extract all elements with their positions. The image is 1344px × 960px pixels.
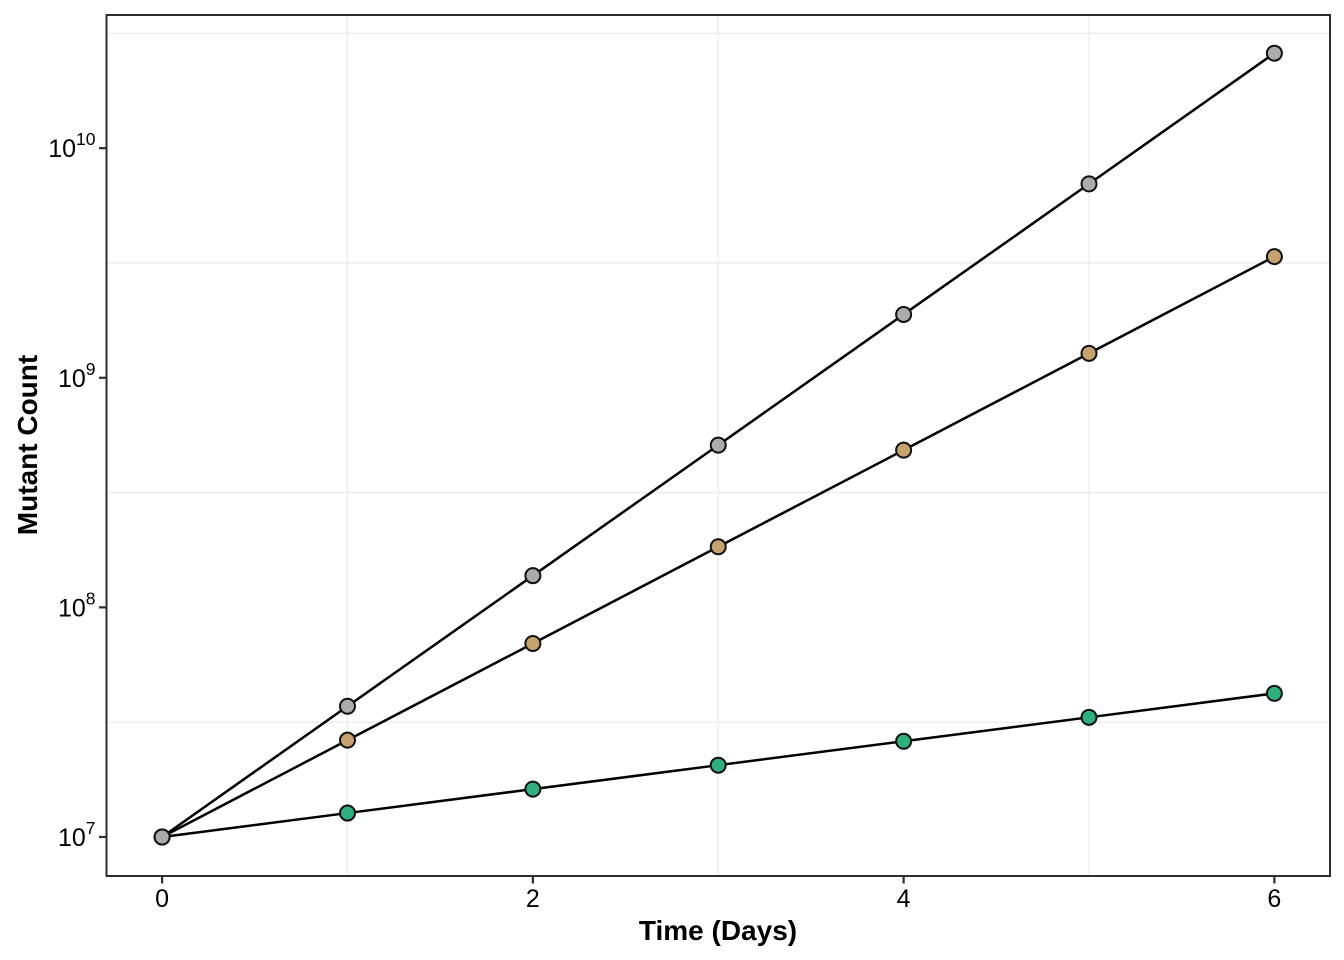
series-green-point-day-6 bbox=[1265, 684, 1283, 702]
axis-ticks bbox=[99, 147, 1276, 884]
y-tick-exponent: 10 bbox=[76, 129, 96, 149]
x-tick-label: 6 bbox=[1267, 885, 1281, 913]
panel-border bbox=[105, 14, 1331, 877]
y-tick-exponent: 8 bbox=[86, 588, 96, 608]
y-axis-title: Mutant Count bbox=[12, 355, 43, 535]
series-tan-point-day-6 bbox=[1265, 248, 1283, 266]
x-axis-title: Time (Days) bbox=[639, 915, 797, 946]
series-gray-point-day-5 bbox=[1080, 175, 1098, 193]
series-tan-point-day-2 bbox=[524, 635, 542, 653]
series-green-point-day-4 bbox=[895, 732, 913, 750]
panel-border-layer bbox=[105, 14, 1331, 877]
x-tick-label: 4 bbox=[897, 885, 911, 913]
series-gray-point-day-6 bbox=[1265, 44, 1283, 62]
x-tick-label: 2 bbox=[526, 885, 540, 913]
x-tick-label: 0 bbox=[155, 885, 169, 913]
series-green-point-day-2 bbox=[524, 780, 542, 798]
series-gray-point-day-2 bbox=[524, 567, 542, 585]
series-green-point-day-3 bbox=[709, 756, 727, 774]
series-gray-point-day-4 bbox=[895, 305, 913, 323]
series-green-point-day-5 bbox=[1080, 708, 1098, 726]
series-gray-point-day-1 bbox=[338, 697, 356, 715]
series-green-point-day-1 bbox=[338, 804, 356, 822]
series-tan-point-day-3 bbox=[709, 538, 727, 556]
series-tan-point-day-4 bbox=[895, 441, 913, 459]
y-tick-exponent: 7 bbox=[86, 818, 96, 838]
y-tick-exponent: 9 bbox=[86, 359, 96, 379]
series-tan-point-day-1 bbox=[338, 731, 356, 749]
data-series-layer bbox=[153, 44, 1283, 846]
series-gray-point-day-0 bbox=[153, 828, 171, 846]
series-gray-point-day-3 bbox=[709, 436, 727, 454]
series-tan-point-day-5 bbox=[1080, 344, 1098, 362]
